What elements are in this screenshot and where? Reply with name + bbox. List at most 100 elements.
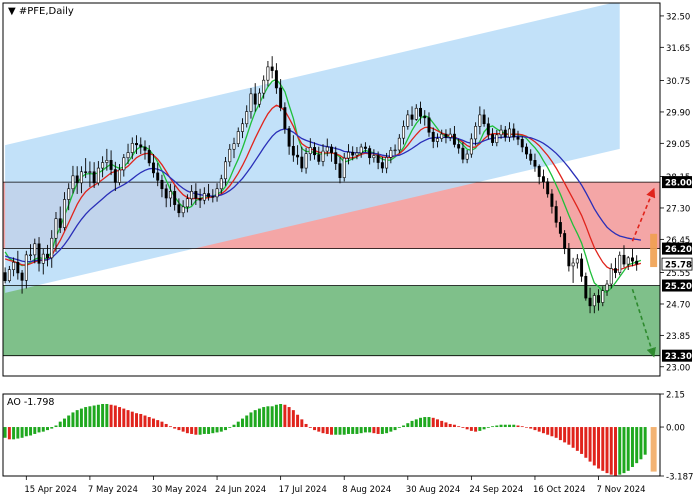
candle-body xyxy=(495,134,499,143)
candle-body xyxy=(50,237,54,259)
candle-body xyxy=(525,146,528,155)
price-tick-label: 24.70 xyxy=(666,300,690,310)
candle xyxy=(580,253,584,282)
ao-bar xyxy=(626,427,630,471)
candle xyxy=(160,174,164,198)
candle xyxy=(20,270,24,294)
candle-body xyxy=(380,162,384,169)
candle-body xyxy=(71,175,75,190)
candle xyxy=(113,161,117,191)
support-zone xyxy=(3,285,660,356)
candle-body xyxy=(410,114,414,120)
ao-bar xyxy=(266,406,270,428)
ao-bar xyxy=(465,427,469,430)
candle-body xyxy=(211,196,215,198)
ao-bar xyxy=(279,403,283,428)
candle xyxy=(575,254,579,269)
candle xyxy=(84,158,88,179)
ao-bar xyxy=(151,418,155,428)
candle xyxy=(122,154,126,177)
candle xyxy=(266,60,270,87)
candle-body xyxy=(397,137,401,151)
candle-body xyxy=(29,254,33,256)
candle xyxy=(118,164,122,186)
levels-layer xyxy=(3,181,660,357)
candle xyxy=(491,128,495,146)
candle xyxy=(317,146,321,165)
candle-body xyxy=(571,262,575,267)
ao-bar xyxy=(622,427,626,474)
candle-body xyxy=(614,268,617,273)
candle-body xyxy=(465,153,469,160)
candles-layer xyxy=(3,56,658,314)
candle xyxy=(571,257,575,283)
ao-bar xyxy=(427,417,431,428)
price-tick-label: 29.90 xyxy=(666,108,690,118)
candle xyxy=(211,189,215,203)
ao-bar xyxy=(338,427,342,435)
time-tick-label: 8 Aug 2024 xyxy=(342,485,391,495)
ao-bar xyxy=(194,427,198,435)
last-candle-highlight xyxy=(650,233,658,268)
candle xyxy=(397,134,401,153)
ao-highlight xyxy=(650,427,657,472)
ao-bar xyxy=(499,424,503,428)
price-tick-label: 29.05 xyxy=(666,140,690,150)
ao-bar xyxy=(448,423,452,428)
candle xyxy=(300,146,304,173)
candle-body xyxy=(202,193,206,201)
candle xyxy=(558,216,562,238)
candle xyxy=(338,157,342,184)
ao-bar xyxy=(168,426,172,428)
candle-body xyxy=(16,261,20,274)
candle-body xyxy=(359,146,363,154)
price-tick-label: 30.75 xyxy=(666,77,690,87)
candle-body xyxy=(338,163,342,178)
ao-bar xyxy=(58,421,62,428)
collapse-triangle-icon[interactable]: ▼ xyxy=(8,6,19,17)
ao-bar xyxy=(397,427,401,428)
candle xyxy=(605,279,609,296)
ao-bar xyxy=(605,427,609,474)
price-tick-label: 32.50 xyxy=(666,12,690,22)
candle-body xyxy=(12,261,16,270)
ao-bar xyxy=(342,427,346,435)
candle xyxy=(516,130,520,146)
candle xyxy=(389,147,393,164)
price-tick-label: 23.85 xyxy=(666,332,690,342)
candle-body xyxy=(62,199,66,228)
ao-bar xyxy=(190,427,194,434)
candle xyxy=(444,129,448,144)
candle-body xyxy=(113,169,117,183)
candle-body xyxy=(389,150,393,158)
candle-body xyxy=(351,151,355,156)
candle xyxy=(54,212,58,252)
candle xyxy=(431,127,435,149)
ao-bar xyxy=(109,404,113,428)
candle xyxy=(393,144,397,156)
candle xyxy=(588,287,592,314)
ao-bar xyxy=(330,427,333,435)
candle xyxy=(241,118,244,139)
candle-body xyxy=(474,126,478,140)
level-label-text: 26.20 xyxy=(665,245,692,255)
candle-body xyxy=(355,152,359,156)
ao-bar xyxy=(236,421,240,428)
candle-body xyxy=(24,254,28,281)
candle-body xyxy=(241,123,244,132)
candle-body xyxy=(160,179,164,190)
candle-body xyxy=(198,198,202,201)
candle xyxy=(29,244,33,261)
ao-bar xyxy=(614,427,617,476)
candle xyxy=(363,142,367,153)
ao-bar xyxy=(37,427,41,433)
time-tick-label: 17 Jul 2024 xyxy=(279,485,327,495)
forecast-arrow-down xyxy=(631,288,656,358)
level-label-box xyxy=(662,349,692,362)
candle-body xyxy=(558,222,562,234)
price-marker-box xyxy=(661,257,693,271)
candle xyxy=(334,146,338,170)
ao-bar xyxy=(270,406,274,428)
candle-body xyxy=(236,131,240,145)
price-tick-label: 23.00 xyxy=(666,363,690,373)
